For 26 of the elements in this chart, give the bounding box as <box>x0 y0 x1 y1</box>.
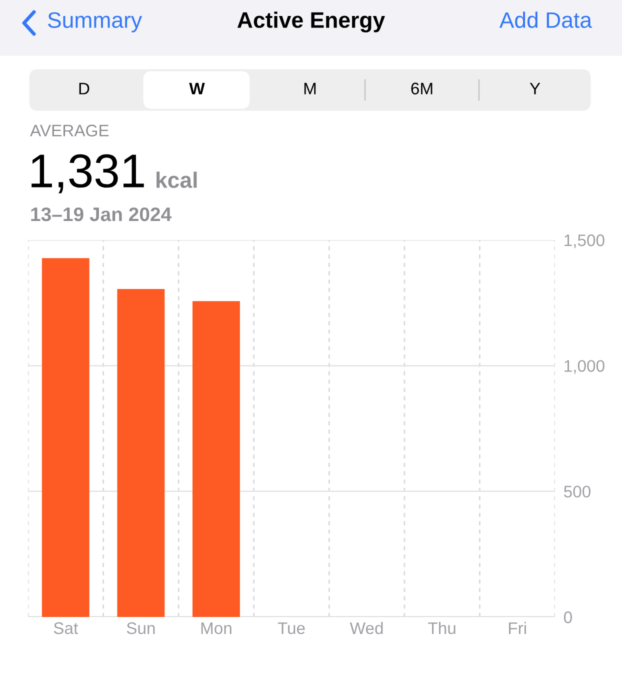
text: kcal <box>156 172 197 188</box>
y-tick-label: 500 <box>564 486 590 498</box>
bar <box>42 258 90 617</box>
x-tick-label: Sat <box>54 622 78 634</box>
x-tick-label: Thu <box>428 622 456 634</box>
y-tick-label: 0 <box>564 611 572 624</box>
x-tick-label: Mon <box>201 622 232 634</box>
text: W <box>189 82 205 94</box>
text: 13–19 Jan 2024 <box>31 207 172 222</box>
y-tick-label: 1,000 <box>564 360 604 374</box>
text: Y <box>530 82 540 94</box>
text: AVERAGE <box>30 124 109 136</box>
text: Add Data <box>499 12 592 28</box>
y-tick-label: 1,500 <box>564 234 604 248</box>
chart-title: Active Energy <box>237 12 385 32</box>
text: D <box>79 82 90 94</box>
text: Summary <box>48 12 142 32</box>
text: 1,331 <box>32 154 144 194</box>
x-tick-label: Sun <box>126 622 155 634</box>
x-tick-label: Tue <box>278 622 305 634</box>
bar <box>192 301 240 617</box>
x-tick-label: Fri <box>509 622 526 634</box>
bar <box>117 289 165 617</box>
x-tick-label: Wed <box>350 622 383 634</box>
text: 6M <box>411 82 432 94</box>
text: M <box>304 82 316 94</box>
